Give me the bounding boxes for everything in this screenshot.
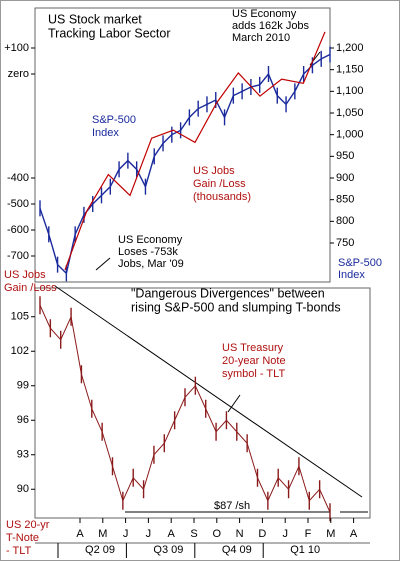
x-tick-label: M xyxy=(98,528,107,540)
y2-tick-label: 1,000 xyxy=(336,129,364,141)
y-axis-label: Gain /Loss xyxy=(4,282,57,294)
quarter-label: Q2 09 xyxy=(85,544,115,556)
y-tick-label: -600 xyxy=(7,224,29,236)
y2-axis-label: S&P-500 xyxy=(338,257,382,269)
annotation: (thousands) xyxy=(193,191,251,203)
y2-tick-label: 800 xyxy=(336,215,354,227)
y2-tick-label: 1,200 xyxy=(336,42,364,54)
annotation: 20-year Note xyxy=(222,355,286,367)
x-tick-label: N xyxy=(236,528,244,540)
annotation: $87 /sh xyxy=(214,500,250,512)
y-tick-label: 102 xyxy=(11,345,29,357)
y-tick-label: zero xyxy=(8,68,29,80)
x-tick-label: F xyxy=(305,528,312,540)
top-plot-frame xyxy=(34,7,331,283)
x-tick-label: J xyxy=(123,528,129,540)
annotation: Index xyxy=(92,127,119,139)
chart-title: rising S&P-500 and slumping T-bonds xyxy=(131,300,341,314)
x-tick-label: J xyxy=(146,528,152,540)
chart-title: Tracking Labor Sector xyxy=(48,26,171,40)
x-tick-label: J xyxy=(282,528,288,540)
x-tick-label: M xyxy=(326,528,335,540)
y2-tick-label: 850 xyxy=(336,194,354,206)
x-tick-label: D xyxy=(258,528,266,540)
x-tick-label: A xyxy=(76,528,84,540)
quarter-label: Q3 09 xyxy=(153,544,183,556)
pointer xyxy=(227,394,241,413)
annotation: US Jobs xyxy=(193,165,235,177)
chart-title: "Dangerous Divergences" between xyxy=(131,286,325,300)
annotation: US Treasury xyxy=(222,342,284,354)
y2-tick-label: 750 xyxy=(336,237,354,249)
y-tick-label: 96 xyxy=(17,414,29,426)
y-tick-label: 99 xyxy=(17,380,29,392)
x-tick-label: O xyxy=(213,528,222,540)
y-axis-label: US 20-yr xyxy=(6,519,50,531)
y2-tick-label: 1,150 xyxy=(336,64,364,76)
y2-tick-label: 1,100 xyxy=(336,85,364,97)
annotation: symbol - TLT xyxy=(222,368,285,380)
y-axis-label: US Jobs xyxy=(4,269,46,281)
trend-line xyxy=(54,285,363,498)
y-tick-label: -400 xyxy=(7,172,29,184)
y2-tick-label: 900 xyxy=(336,172,354,184)
annotation: US Economy xyxy=(232,8,297,20)
annotation: Jobs, Mar '09 xyxy=(118,258,184,270)
y-tick-label: 93 xyxy=(17,449,29,461)
series-line xyxy=(64,31,326,270)
y-tick-label: 90 xyxy=(17,483,29,495)
annotation: adds 162k Jobs xyxy=(232,20,310,32)
y-axis-label: T-Note xyxy=(6,532,39,544)
quarter-label: Q4 09 xyxy=(222,544,252,556)
y-tick-label: +100 xyxy=(4,42,29,54)
x-tick-label: S xyxy=(190,528,197,540)
y2-tick-label: 950 xyxy=(336,150,354,162)
bottom-plot-frame xyxy=(34,287,371,519)
y-axis-label: - TLT xyxy=(6,545,32,557)
annotation: S&P-500 xyxy=(92,114,136,126)
y2-tick-label: 1,050 xyxy=(336,107,364,119)
x-tick-label: A xyxy=(350,528,358,540)
chart-title: US Stock market xyxy=(48,12,142,26)
x-tick-label: A xyxy=(168,528,176,540)
y2-axis-label: Index xyxy=(338,269,365,281)
annotation: Loses -753k xyxy=(118,246,178,258)
annotation: Gain /Loss xyxy=(193,178,246,190)
y-tick-label: -500 xyxy=(7,198,29,210)
pointer xyxy=(95,257,111,271)
annotation: March 2010 xyxy=(232,32,290,44)
quarter-label: Q1 10 xyxy=(290,544,320,556)
y-tick-label: 105 xyxy=(11,311,29,323)
y-tick-label: -700 xyxy=(7,250,29,262)
annotation: US Economy xyxy=(118,234,183,246)
